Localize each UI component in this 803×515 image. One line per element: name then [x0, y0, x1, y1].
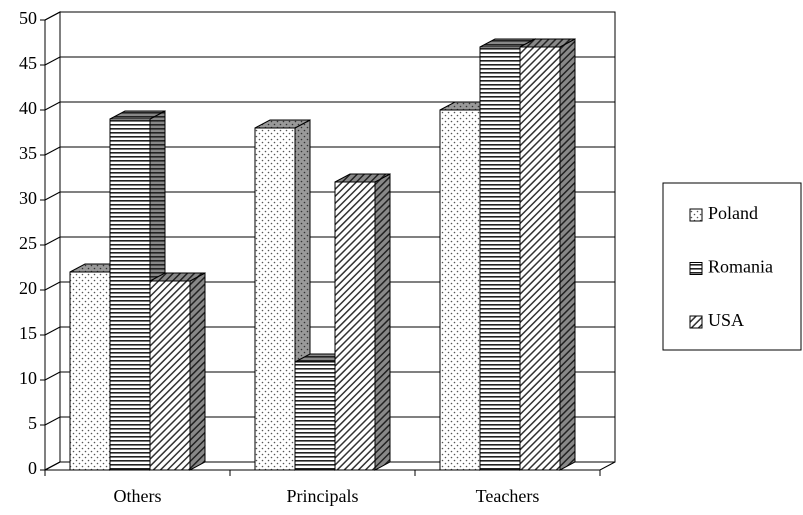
bar-side: [189, 272, 206, 471]
y-tick-label: 35: [19, 143, 37, 163]
grid-line: [44, 326, 61, 336]
bar-side: [559, 38, 576, 471]
bar: [254, 127, 296, 471]
grid-line: [44, 11, 61, 21]
legend-swatch: [689, 208, 703, 222]
y-tick-label: 40: [19, 98, 37, 118]
grid-line: [44, 191, 61, 201]
bar: [519, 46, 561, 471]
legend-box: [662, 182, 802, 351]
legend-label: Romania: [708, 257, 773, 277]
grid-line: [44, 371, 61, 381]
y-tick-label: 10: [19, 368, 37, 388]
bar: [294, 361, 336, 471]
y-tick-label: 50: [19, 8, 37, 28]
grid-line: [44, 101, 61, 111]
y-tick-label: 0: [28, 458, 37, 478]
y-tick-label: 5: [28, 413, 37, 433]
grid-line: [44, 56, 61, 66]
y-tick-label: 45: [19, 53, 37, 73]
legend-label: Poland: [708, 203, 758, 223]
y-tick-label: 20: [19, 278, 37, 298]
legend-swatch: [689, 315, 703, 329]
bar: [69, 271, 111, 471]
y-tick-label: 15: [19, 323, 37, 343]
x-tick-label: Others: [114, 486, 162, 506]
bar: [334, 181, 376, 471]
legend-swatch: [689, 262, 703, 275]
x-tick-label: Teachers: [476, 486, 540, 506]
grid-line: [44, 281, 61, 291]
bar-side: [374, 173, 391, 471]
grid-line: [44, 461, 61, 471]
grid-line: [44, 146, 61, 156]
bar: [439, 109, 481, 471]
x-tick-label: Principals: [287, 486, 359, 506]
y-tick-label: 30: [19, 188, 37, 208]
bar: [109, 118, 151, 471]
grid-line: [44, 236, 61, 246]
bar: [149, 280, 191, 471]
legend-label: USA: [708, 310, 744, 330]
y-tick-label: 25: [19, 233, 37, 253]
grid-line: [44, 416, 61, 426]
bar: [479, 46, 521, 471]
